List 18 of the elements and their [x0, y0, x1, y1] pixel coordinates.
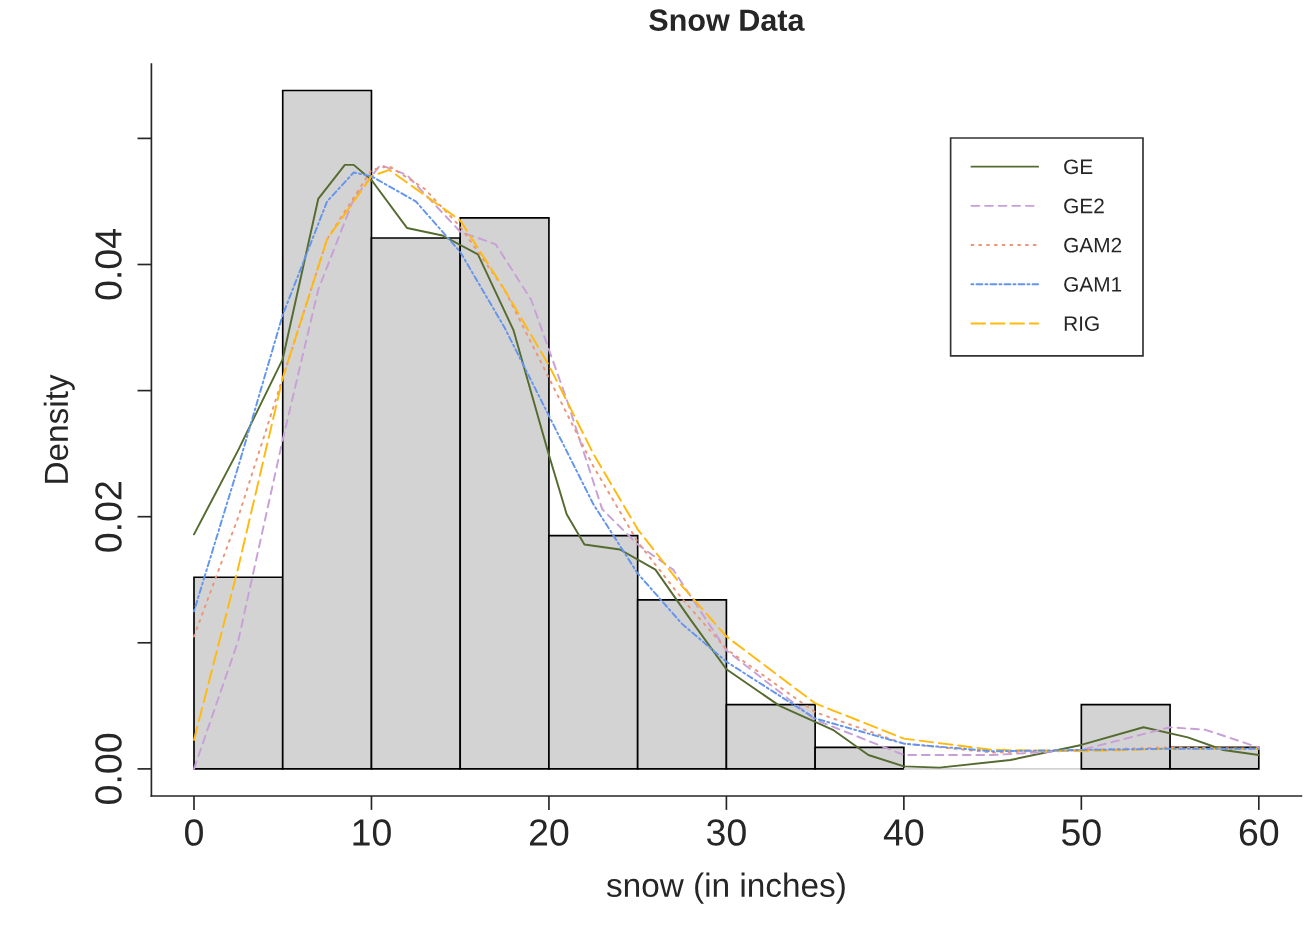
legend-label: RIG [1064, 316, 1099, 331]
x-tick-label: 40 [883, 819, 924, 846]
legend-label: GAM1 [1064, 277, 1122, 292]
x-axis-title: snow (in inches) [606, 872, 845, 904]
x-tick-label: 50 [1061, 819, 1101, 846]
x-tick-label: 10 [353, 819, 391, 846]
x-tick-label: 20 [529, 819, 569, 846]
y-tick-label: 0.02 [95, 482, 122, 552]
legend-label: GE [1064, 159, 1093, 175]
y-tick-label: 0.00 [95, 733, 122, 804]
y-axis-title: Density [43, 374, 75, 483]
y-tick-label: 0.04 [95, 229, 122, 300]
legend-label: GAM2 [1064, 237, 1122, 253]
x-tick-label: 60 [1239, 819, 1279, 846]
legend-label: GE2 [1064, 198, 1104, 214]
x-tick-label: 30 [706, 819, 746, 846]
chart-title: Snow Data [649, 9, 805, 31]
x-tick-label: 0 [185, 819, 203, 846]
